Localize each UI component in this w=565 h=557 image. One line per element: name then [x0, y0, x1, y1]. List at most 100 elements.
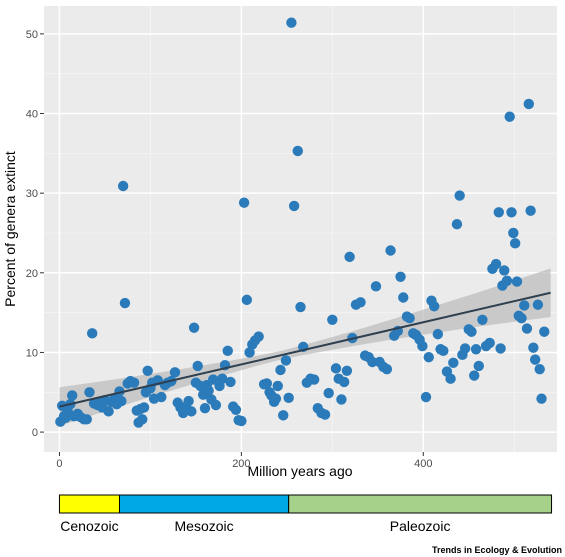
data-point: [509, 238, 521, 249]
data-point: [137, 414, 148, 425]
data-point: [217, 373, 228, 384]
timeline-segment-mesozoic: [118, 494, 290, 514]
y-axis-ticks: 0 10 20 30 40 50: [26, 29, 44, 439]
data-point: [261, 378, 273, 389]
y-tick-label: 0: [32, 427, 38, 439]
data-point: [207, 374, 219, 385]
data-point: [230, 404, 242, 415]
data-point: [470, 344, 482, 355]
era-label-cenozoic: Cenozoic: [60, 518, 118, 534]
data-point: [286, 17, 297, 28]
data-point: [529, 354, 541, 365]
timeline-segment-cenozoic: [58, 494, 120, 514]
data-point: [506, 207, 517, 218]
data-point: [203, 385, 214, 396]
data-point: [490, 258, 502, 270]
data-point: [183, 395, 194, 407]
data-points: [55, 17, 550, 428]
y-tick-label: 30: [26, 188, 38, 200]
data-point: [516, 313, 527, 324]
data-point: [338, 376, 350, 388]
credit-label: Trends in Ecology & Evolution: [432, 545, 562, 555]
x-axis-title: Million years ago: [247, 463, 352, 479]
y-tick-label: 10: [26, 347, 38, 359]
data-point: [344, 251, 355, 263]
y-tick-label: 20: [26, 268, 38, 280]
data-point: [445, 373, 456, 384]
data-point: [477, 314, 488, 325]
data-point: [272, 380, 283, 392]
data-point: [534, 363, 545, 375]
data-point: [395, 271, 406, 282]
data-point: [319, 409, 331, 420]
data-point: [432, 328, 444, 340]
data-point: [225, 376, 236, 388]
data-point: [270, 393, 282, 404]
y-tick-label: 50: [26, 29, 38, 41]
data-point: [385, 245, 396, 256]
data-point: [199, 402, 211, 414]
data-point: [292, 145, 303, 157]
y-tick-label: 40: [26, 109, 38, 121]
data-point: [288, 200, 300, 212]
data-point: [525, 205, 536, 216]
data-point: [192, 360, 203, 372]
y-axis-title: Percent of genera extinct: [2, 151, 18, 307]
data-point: [499, 265, 510, 276]
era-label-paleozoic: Paleozoic: [390, 518, 451, 534]
data-point: [336, 394, 347, 405]
data-point: [398, 292, 409, 303]
data-point: [138, 402, 150, 413]
data-point: [156, 391, 167, 403]
data-point: [528, 342, 539, 353]
data-point: [186, 406, 197, 417]
data-point: [532, 299, 544, 310]
data-point: [495, 343, 506, 354]
data-point: [448, 357, 459, 368]
data-point: [117, 180, 129, 192]
data-point: [539, 326, 550, 337]
data-point: [504, 111, 515, 122]
x-tick-label: 0: [56, 458, 62, 470]
data-point: [523, 98, 535, 110]
data-point: [210, 399, 222, 411]
data-point: [404, 313, 415, 324]
data-point: [280, 355, 292, 366]
data-point: [142, 365, 153, 376]
era-label-mesozoic: Mesozoic: [175, 518, 234, 534]
data-point: [429, 301, 440, 312]
data-point: [103, 406, 114, 417]
data-point: [521, 323, 533, 334]
data-point: [278, 410, 289, 421]
data-point: [473, 360, 484, 372]
data-point: [236, 415, 247, 427]
data-point: [87, 328, 98, 339]
data-point: [438, 345, 449, 357]
data-point: [469, 370, 480, 381]
data-point: [283, 392, 294, 404]
data-point: [355, 297, 366, 308]
data-point: [323, 387, 334, 399]
x-tick-label: 400: [414, 458, 432, 470]
data-point: [536, 393, 547, 404]
data-point: [241, 294, 253, 306]
data-point: [459, 343, 471, 354]
data-point: [84, 387, 95, 398]
data-point: [308, 374, 320, 385]
x-axis-ticks: 0 200 400: [56, 452, 432, 470]
data-point: [341, 365, 353, 376]
data-point: [454, 190, 465, 201]
data-point: [275, 364, 286, 376]
data-point: [423, 352, 434, 363]
geologic-timeline: Cenozoic Mesozoic Paleozoic: [58, 494, 553, 534]
data-point: [327, 314, 338, 325]
data-point: [66, 390, 78, 401]
grid-lines: [44, 6, 557, 452]
data-point: [169, 367, 181, 378]
data-point: [253, 331, 264, 342]
data-point: [238, 197, 250, 208]
timeline-segment-paleozoic: [288, 494, 553, 514]
data-point: [128, 377, 140, 388]
data-point: [370, 281, 382, 292]
